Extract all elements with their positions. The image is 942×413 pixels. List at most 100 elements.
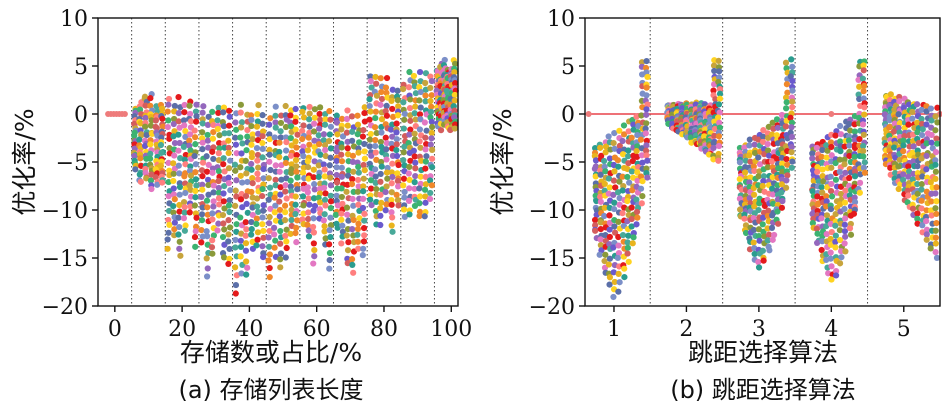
panel-a-data-point bbox=[282, 254, 289, 261]
panel-a-data-point bbox=[326, 257, 333, 264]
panel-b-data-point bbox=[769, 236, 776, 243]
panel-b-data-point bbox=[601, 163, 608, 170]
panel-a-data-point bbox=[266, 121, 273, 128]
panel-a-data-point bbox=[220, 220, 227, 227]
panel-a-data-point bbox=[393, 120, 400, 127]
panel-a-data-point bbox=[199, 146, 206, 153]
panel-a-data-point bbox=[400, 182, 407, 189]
panel-a-data-point bbox=[361, 109, 368, 117]
panel-b-data-point bbox=[914, 129, 921, 136]
panel-a-data-point bbox=[373, 80, 380, 87]
panel-b-data-point bbox=[909, 108, 916, 116]
panel-a-data-point bbox=[416, 97, 423, 104]
panel-a-data-point bbox=[225, 149, 232, 157]
panel-b-data-point bbox=[833, 267, 840, 275]
panel-a-data-point bbox=[418, 157, 425, 164]
panel-b-data-point bbox=[629, 157, 636, 165]
panel-b-x-tick-label: 5 bbox=[897, 317, 911, 342]
panel-a-data-point bbox=[388, 222, 395, 229]
panel-a-data-point bbox=[259, 185, 266, 193]
panel-a-data-point bbox=[326, 108, 333, 115]
panel-b-data-point bbox=[592, 222, 599, 229]
panel-a-data-point bbox=[406, 105, 414, 112]
panel-a-data-point bbox=[272, 124, 279, 131]
panel-a-data-point bbox=[405, 84, 413, 91]
panel-a-data-point bbox=[333, 164, 340, 171]
panel-b-data-point bbox=[860, 88, 867, 95]
panel-b-data-point bbox=[760, 257, 767, 264]
panel-a-data-point bbox=[232, 264, 239, 271]
panel-a-data-point bbox=[416, 138, 423, 145]
panel-a-data-point bbox=[182, 151, 189, 159]
panel-a-data-point bbox=[416, 111, 424, 118]
panel-a-data-point bbox=[383, 146, 390, 153]
panel-b-data-point bbox=[679, 105, 686, 112]
panel-a-data-point bbox=[373, 198, 380, 206]
panel-a-data-point bbox=[333, 119, 341, 126]
panel-b-data-point bbox=[827, 173, 834, 180]
panel-b-data-point bbox=[760, 178, 767, 185]
panel-a-data-point bbox=[299, 216, 306, 223]
panel-a-data-point bbox=[239, 179, 246, 186]
panel-a-data-point bbox=[292, 201, 299, 208]
panel-a-data-point bbox=[377, 170, 384, 178]
panel-b-data-point bbox=[850, 210, 858, 217]
panel-a-x-tick-label: 0 bbox=[108, 317, 122, 342]
panel-b-data-point bbox=[909, 115, 916, 122]
panel-a-data-point bbox=[271, 134, 278, 141]
panel-b-data-point bbox=[918, 106, 925, 113]
panel-b-data-point bbox=[927, 179, 934, 186]
panel-b-data-point bbox=[828, 143, 835, 151]
panel-b-data-point bbox=[918, 155, 925, 162]
panel-b-data-point bbox=[837, 148, 844, 155]
panel-a-data-point bbox=[377, 138, 385, 146]
panel-a-data-point bbox=[214, 117, 221, 124]
panel-a-data-point bbox=[210, 155, 217, 163]
panel-a-data-point bbox=[306, 201, 313, 208]
panel-a-data-point bbox=[378, 116, 386, 123]
panel-a-data-point bbox=[276, 168, 283, 175]
panel-b-data-point bbox=[933, 219, 940, 227]
panel-a-data-point bbox=[305, 195, 312, 202]
panel-a-data-point bbox=[231, 161, 239, 168]
panel-a-data-point bbox=[165, 216, 172, 224]
panel-a-data-point bbox=[327, 174, 334, 181]
panel-b-data-point bbox=[827, 249, 834, 256]
panel-b-data-point bbox=[611, 229, 619, 236]
panel-a-data-point bbox=[164, 123, 171, 131]
panel-a-data-point bbox=[350, 168, 357, 175]
panel-a-data-point bbox=[317, 116, 324, 123]
panel-a-data-point bbox=[232, 244, 239, 251]
panel-a-data-point bbox=[315, 132, 322, 139]
panel-b-data-point bbox=[809, 210, 816, 218]
panel-a-data-point bbox=[361, 148, 368, 155]
panel-b-data-point bbox=[765, 231, 773, 238]
panel-b-data-point bbox=[716, 90, 724, 97]
panel-a-data-point bbox=[288, 123, 295, 130]
panel-a-data-point bbox=[259, 154, 266, 161]
panel-a-data-point bbox=[141, 142, 149, 150]
panel-a-data-point bbox=[334, 131, 341, 138]
panel-a-data-point bbox=[382, 188, 389, 196]
panel-b-data-point bbox=[934, 140, 941, 147]
panel-a-data-point bbox=[272, 162, 279, 169]
panel-a-data-point bbox=[248, 160, 255, 168]
panel-a-data-point bbox=[204, 204, 211, 211]
panel-b-data-point bbox=[861, 82, 868, 89]
panel-a-data-point bbox=[165, 229, 172, 236]
panel-a-data-point bbox=[277, 128, 284, 135]
panel-a-data-point bbox=[333, 171, 340, 179]
panel-a-data-point bbox=[215, 189, 222, 196]
panel-a-data-point bbox=[227, 157, 234, 164]
panel-b-data-point bbox=[751, 167, 758, 175]
panel-a-x-tick-label: 60 bbox=[303, 317, 331, 342]
panel-b-data-point bbox=[601, 257, 608, 265]
panel-b-data-point bbox=[633, 153, 641, 160]
panel-b-data-point bbox=[642, 64, 650, 72]
panel-a-data-point bbox=[389, 113, 397, 120]
panel-a-data-point bbox=[367, 185, 375, 192]
panel-a-data-point bbox=[306, 123, 313, 130]
panel-a-data-point bbox=[399, 85, 407, 93]
panel-a-data-point bbox=[309, 223, 317, 231]
panel-a-data-point bbox=[237, 109, 244, 116]
